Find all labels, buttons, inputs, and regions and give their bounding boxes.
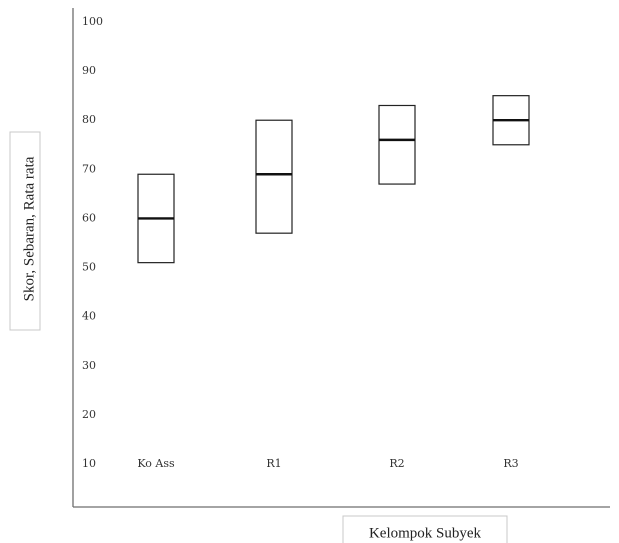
y-tick-label: 90 (82, 64, 96, 77)
y-tick-label: 70 (82, 162, 96, 175)
x-category-labels: Ko Ass R1 R2 R3 (137, 457, 518, 470)
chart-axes (72, 8, 610, 508)
y-tick-label: 40 (82, 310, 96, 323)
y-tick-label: 50 (82, 261, 96, 274)
x-axis-title: Kelompok Subyek (369, 525, 482, 541)
box-series (137, 95, 530, 264)
y-tick-label: 20 (82, 408, 96, 421)
y-tick-label: 10 (82, 457, 96, 470)
x-axis-title-frame (342, 515, 508, 543)
y-tick-label: 80 (82, 113, 96, 126)
y-axis-title-frame (9, 131, 41, 331)
y-tick-labels: 10 20 30 40 50 60 70 80 90 100 (82, 15, 103, 470)
x-category-label: R3 (503, 457, 518, 470)
range-box (378, 104, 416, 185)
y-tick-label: 30 (82, 359, 96, 372)
y-tick-label: 100 (82, 15, 103, 28)
x-axis-title-group: Kelompok Subyek (342, 515, 508, 543)
y-axis-title-group: Skor, Sebaran, Rata rata (9, 131, 41, 331)
x-category-label: Ko Ass (137, 457, 175, 470)
x-category-label: R2 (389, 457, 404, 470)
range-box (255, 119, 293, 234)
y-axis-title: Skor, Sebaran, Rata rata (21, 156, 37, 301)
x-category-label: R1 (266, 457, 281, 470)
y-tick-label: 60 (82, 211, 96, 224)
